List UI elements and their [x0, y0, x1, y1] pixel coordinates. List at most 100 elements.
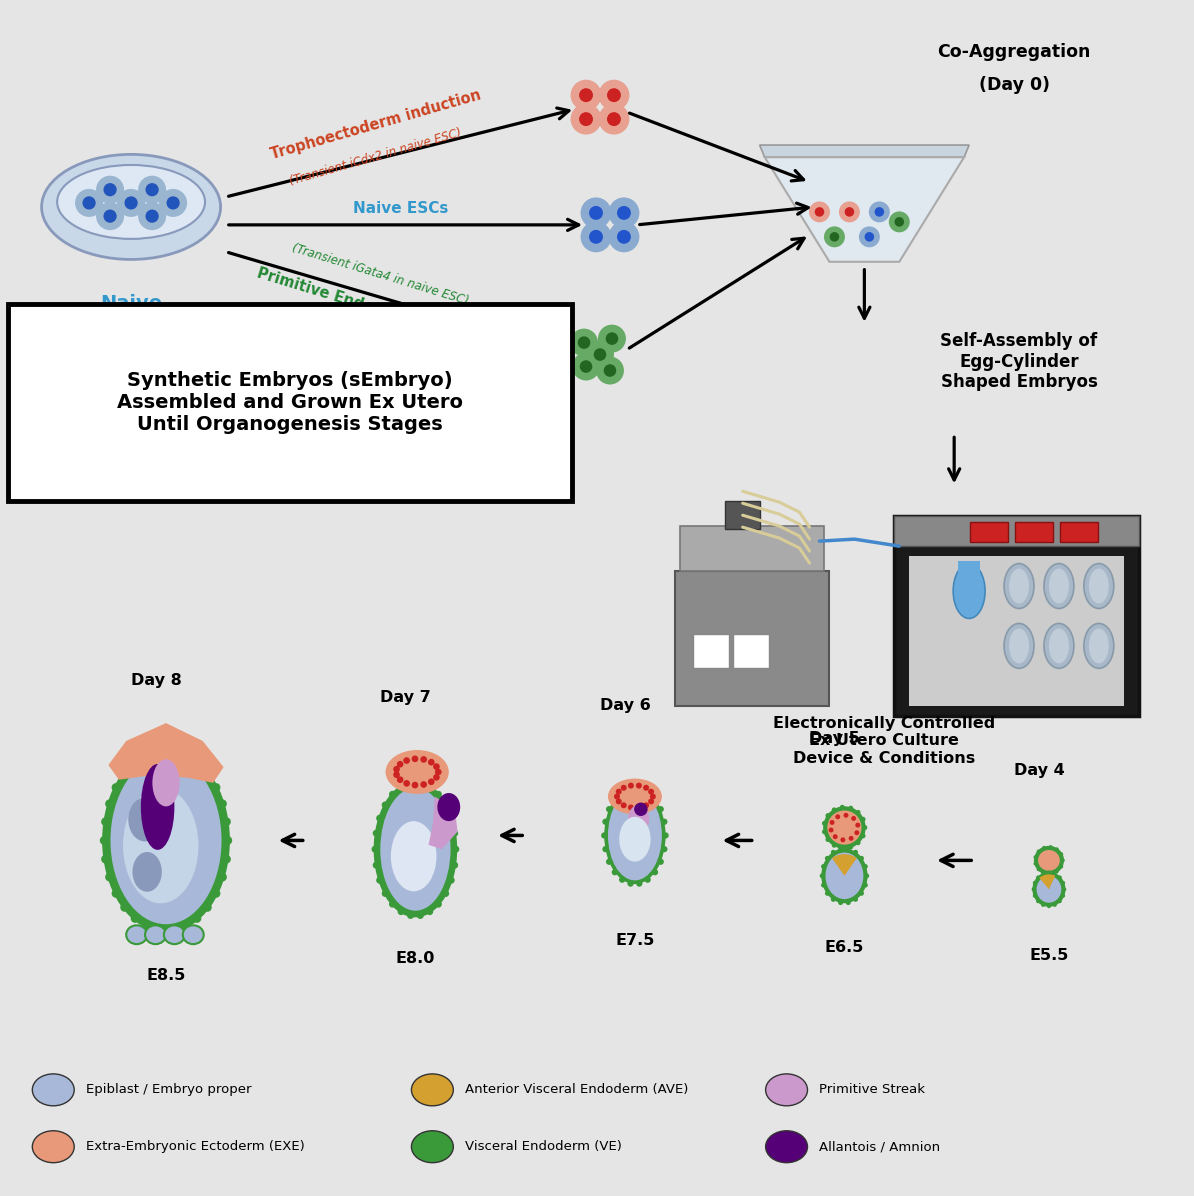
Ellipse shape	[104, 750, 228, 930]
Circle shape	[838, 901, 843, 905]
Circle shape	[578, 336, 590, 349]
Circle shape	[616, 799, 622, 805]
Circle shape	[858, 226, 880, 248]
Ellipse shape	[765, 1130, 807, 1163]
Circle shape	[1059, 853, 1063, 856]
Circle shape	[407, 780, 414, 787]
Circle shape	[451, 861, 458, 868]
Text: Co-Aggregation: Co-Aggregation	[937, 43, 1090, 61]
Ellipse shape	[953, 563, 985, 618]
Circle shape	[821, 820, 827, 825]
Circle shape	[382, 801, 389, 808]
Circle shape	[609, 197, 640, 228]
Circle shape	[382, 890, 389, 897]
Circle shape	[1055, 869, 1059, 873]
Circle shape	[376, 877, 383, 884]
Circle shape	[579, 112, 593, 126]
Circle shape	[101, 855, 110, 864]
Text: Day 7: Day 7	[380, 690, 431, 706]
Ellipse shape	[1050, 628, 1069, 664]
Circle shape	[648, 799, 654, 805]
Text: E7.5: E7.5	[615, 933, 654, 947]
Ellipse shape	[146, 209, 159, 222]
FancyBboxPatch shape	[894, 517, 1139, 547]
Circle shape	[1034, 861, 1038, 866]
Circle shape	[393, 765, 400, 773]
Circle shape	[427, 758, 435, 765]
Circle shape	[426, 908, 433, 915]
Ellipse shape	[412, 1130, 454, 1163]
Circle shape	[571, 80, 602, 111]
Circle shape	[862, 825, 867, 830]
Circle shape	[611, 869, 618, 875]
Text: Primitive Streak: Primitive Streak	[819, 1084, 925, 1097]
Circle shape	[1059, 865, 1063, 868]
Circle shape	[831, 897, 836, 902]
Ellipse shape	[1009, 568, 1029, 604]
Circle shape	[1036, 849, 1040, 854]
Circle shape	[100, 836, 109, 844]
Circle shape	[580, 197, 611, 228]
Circle shape	[824, 226, 845, 248]
Circle shape	[636, 880, 642, 886]
Circle shape	[373, 830, 380, 837]
Circle shape	[1033, 881, 1036, 885]
Circle shape	[652, 795, 658, 801]
Circle shape	[607, 89, 621, 102]
Circle shape	[420, 781, 427, 788]
Circle shape	[211, 889, 221, 898]
Text: E8.0: E8.0	[395, 951, 435, 965]
Circle shape	[593, 348, 607, 361]
Text: (Transient iCdx2 in naive ESC): (Transient iCdx2 in naive ESC)	[288, 127, 463, 188]
Ellipse shape	[144, 926, 166, 944]
Circle shape	[830, 820, 835, 825]
Circle shape	[830, 232, 839, 242]
Circle shape	[586, 341, 614, 368]
Circle shape	[111, 889, 121, 898]
Ellipse shape	[159, 189, 187, 216]
Circle shape	[1041, 903, 1045, 907]
Circle shape	[1036, 875, 1040, 879]
Text: Day 4: Day 4	[1014, 763, 1064, 779]
Circle shape	[888, 212, 910, 232]
Text: Electronically Controlled
Ex Utero Culture
Device & Conditions: Electronically Controlled Ex Utero Cultu…	[774, 715, 996, 765]
Circle shape	[373, 861, 380, 868]
Circle shape	[644, 803, 650, 808]
Text: (Transient iGata4 in naive ESC): (Transient iGata4 in naive ESC)	[290, 242, 470, 307]
FancyBboxPatch shape	[894, 517, 1139, 715]
Circle shape	[407, 911, 414, 919]
Circle shape	[611, 795, 618, 801]
Ellipse shape	[386, 750, 449, 794]
Ellipse shape	[96, 202, 124, 230]
Ellipse shape	[824, 850, 866, 901]
FancyBboxPatch shape	[725, 501, 759, 529]
Text: E6.5: E6.5	[825, 940, 864, 954]
Circle shape	[451, 830, 458, 837]
FancyBboxPatch shape	[971, 523, 1008, 542]
Circle shape	[105, 799, 113, 808]
Ellipse shape	[139, 202, 166, 230]
Text: Day 8: Day 8	[130, 673, 181, 689]
Circle shape	[821, 829, 827, 835]
Ellipse shape	[146, 183, 159, 196]
Circle shape	[101, 817, 110, 826]
Circle shape	[580, 221, 611, 252]
Circle shape	[168, 926, 177, 934]
Ellipse shape	[1034, 874, 1064, 905]
Circle shape	[435, 769, 442, 775]
Circle shape	[636, 785, 642, 791]
Circle shape	[448, 877, 455, 884]
Circle shape	[389, 901, 396, 908]
Circle shape	[192, 758, 202, 767]
Ellipse shape	[164, 926, 185, 944]
Ellipse shape	[390, 822, 437, 891]
Circle shape	[845, 901, 851, 905]
Circle shape	[825, 856, 830, 861]
Circle shape	[843, 813, 849, 818]
Circle shape	[1063, 887, 1066, 891]
Circle shape	[831, 850, 836, 855]
Circle shape	[609, 221, 640, 252]
Ellipse shape	[133, 852, 162, 892]
Circle shape	[580, 360, 592, 373]
Circle shape	[838, 847, 843, 852]
